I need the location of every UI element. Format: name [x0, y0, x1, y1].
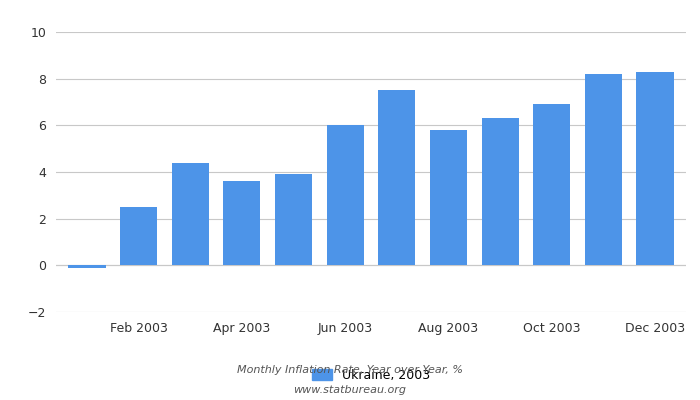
Bar	[69, 265, 106, 268]
Bar	[378, 90, 415, 265]
Bar	[430, 130, 467, 265]
Bar	[275, 174, 312, 265]
Legend: Ukraine, 2003: Ukraine, 2003	[312, 369, 430, 382]
Text: Monthly Inflation Rate, Year over Year, %: Monthly Inflation Rate, Year over Year, …	[237, 365, 463, 375]
Text: www.statbureau.org: www.statbureau.org	[293, 385, 407, 395]
Bar	[636, 72, 673, 265]
Bar	[482, 118, 519, 265]
Bar	[120, 207, 158, 265]
Bar	[584, 74, 622, 265]
Bar	[172, 163, 209, 265]
Bar	[327, 125, 364, 265]
Bar	[223, 181, 260, 265]
Bar	[533, 104, 570, 265]
